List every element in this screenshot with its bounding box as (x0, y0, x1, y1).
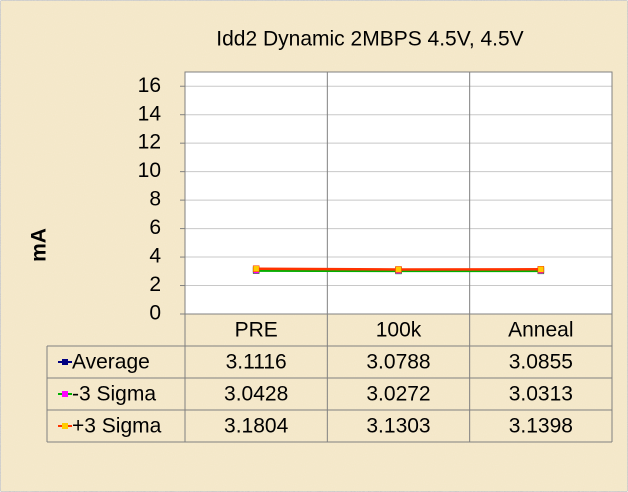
x-tick-label: Anneal (508, 319, 573, 342)
legend-key-marker (62, 423, 68, 429)
marker (252, 265, 260, 272)
y-tick-label: 0 (149, 302, 161, 325)
table-value: 3.0788 (366, 351, 430, 374)
y-tick-label: 16 (138, 74, 161, 97)
y-tick-label: 10 (138, 159, 161, 182)
y-tick-label: 4 (149, 245, 161, 268)
table-value: 3.1804 (224, 415, 289, 438)
y-axis-label: mA (28, 228, 51, 262)
y-tick-label: 6 (149, 216, 161, 239)
y-tick-label: 2 (149, 273, 161, 296)
legend-label: Average (72, 351, 150, 374)
x-tick-label: 100k (376, 319, 422, 342)
plot-area (184, 71, 613, 315)
table-value: 3.0855 (509, 351, 573, 374)
y-tick-label: 12 (138, 131, 161, 154)
table-value: 3.0272 (366, 383, 430, 406)
marker (395, 266, 402, 273)
legend-key-marker (62, 391, 68, 397)
table-value: 3.0313 (509, 383, 573, 406)
table-value: 3.0428 (224, 383, 288, 406)
legend-label: +3 Sigma (72, 415, 162, 438)
y-tick-label: 14 (138, 102, 162, 125)
chart-title: Idd2 Dynamic 2MBPS 4.5V, 4.5V (216, 28, 523, 51)
table-value: 3.1398 (509, 415, 573, 438)
marker (537, 266, 545, 273)
y-tick-label: 8 (149, 188, 161, 211)
x-tick-label: PRE (235, 319, 278, 342)
table-value: 3.1303 (366, 415, 430, 438)
legend-label: -3 Sigma (72, 383, 156, 406)
table-value: 3.1116 (226, 351, 287, 374)
legend-key-marker (62, 359, 68, 365)
